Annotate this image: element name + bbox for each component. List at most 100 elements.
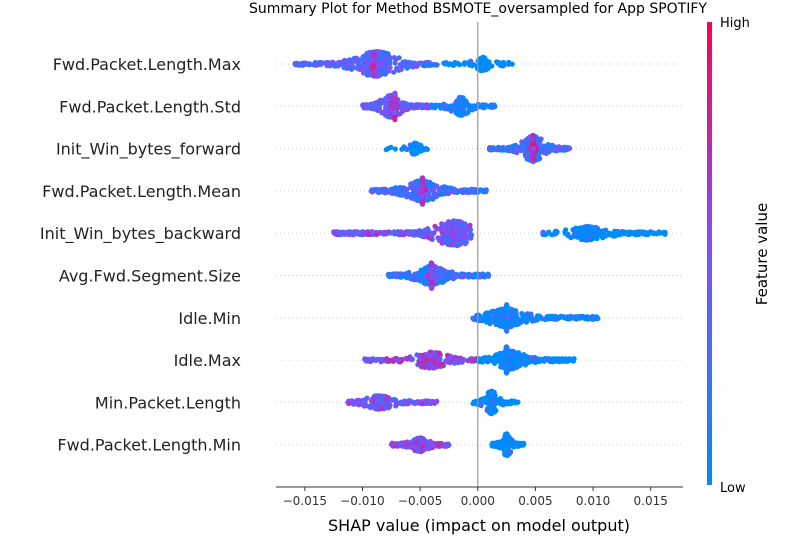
shap-point (392, 91, 398, 97)
shap-point (376, 49, 382, 55)
shap-point (364, 72, 370, 78)
shap-point (430, 186, 436, 192)
shap-point (396, 187, 402, 193)
shap-point (586, 225, 592, 231)
shap-point (419, 186, 425, 193)
shap-point (419, 230, 425, 236)
shap-point (348, 230, 354, 236)
shap-point (530, 156, 537, 162)
shap-point (491, 146, 497, 152)
shap-point (301, 60, 307, 66)
shap-point (463, 240, 469, 246)
chart-title: Summary Plot for Method BSMOTE_oversampl… (249, 1, 707, 17)
shap-point (484, 103, 490, 109)
shap-point (316, 61, 322, 68)
shap-point (381, 109, 387, 115)
shap-point (446, 237, 452, 243)
shap-point (402, 106, 409, 112)
shap-point (480, 59, 486, 65)
shap-point (591, 226, 597, 232)
shap-point (401, 145, 407, 151)
shap-point (530, 146, 536, 152)
shap-point (406, 230, 412, 236)
shap-point (552, 316, 559, 322)
shap-point (415, 270, 421, 277)
shap-point (332, 63, 338, 69)
shap-point (386, 273, 392, 279)
shap-point (398, 274, 404, 280)
shap-point (462, 187, 468, 194)
shap-point (452, 186, 458, 192)
shap-point (466, 107, 472, 113)
shap-point (484, 313, 490, 319)
shap-point (511, 322, 517, 328)
shap-point (474, 314, 480, 320)
shap-point (387, 65, 393, 71)
data-points (292, 49, 668, 459)
shap-point (419, 178, 426, 184)
shap-point (524, 139, 530, 145)
shap-point (410, 195, 417, 201)
shap-point (380, 67, 386, 73)
shap-point (513, 313, 519, 319)
shap-point (552, 147, 558, 153)
shap-point (608, 231, 615, 237)
shap-point (440, 273, 446, 279)
feature-row-points (368, 175, 489, 207)
shap-point (544, 314, 550, 320)
shap-point (392, 60, 398, 66)
shap-point (423, 145, 429, 152)
shap-point (370, 63, 376, 69)
feature-row-points (362, 344, 577, 376)
shap-point (444, 185, 450, 191)
shap-point (530, 136, 536, 142)
shap-point (361, 64, 367, 70)
shap-point (522, 151, 528, 158)
shap-point (412, 231, 419, 237)
shap-point (502, 318, 508, 324)
shap-point (594, 315, 601, 321)
shap-point (382, 50, 388, 56)
shap-point (484, 64, 490, 70)
shap-point (326, 60, 332, 66)
shap-point (457, 219, 463, 225)
shap-point (341, 58, 347, 65)
shap-point (409, 275, 415, 282)
shap-point (418, 276, 424, 282)
shap-point (498, 61, 505, 67)
shap-point (363, 58, 369, 64)
shap-point (643, 231, 649, 237)
shap-point (563, 314, 570, 320)
shap-point (429, 284, 435, 290)
shap-point (483, 319, 489, 325)
shap-point (369, 189, 375, 195)
feature-row-points (292, 49, 515, 79)
shap-point (504, 304, 510, 310)
shap-point (404, 65, 410, 71)
shap-point (391, 69, 397, 75)
shap-point (439, 279, 445, 285)
shap-point (429, 274, 435, 280)
shap-point (514, 144, 520, 150)
shap-point (467, 222, 473, 228)
shap-point (494, 59, 500, 65)
shap-point (553, 230, 559, 236)
shap-point (402, 59, 408, 65)
shap-point (428, 266, 434, 273)
shap-point (370, 103, 376, 110)
shap-point (432, 104, 438, 110)
shap-point (506, 59, 512, 65)
shap-point (477, 272, 483, 278)
shap-point (426, 234, 432, 240)
shap-point (566, 145, 573, 152)
shap-point (374, 187, 380, 193)
shap-point (471, 187, 477, 193)
shap-point (471, 62, 477, 68)
shap-point (397, 229, 403, 235)
shap-point (450, 275, 456, 281)
shap-point (462, 230, 468, 236)
shap-point (354, 56, 360, 62)
shap-point (438, 191, 444, 197)
shap-point (399, 62, 405, 68)
